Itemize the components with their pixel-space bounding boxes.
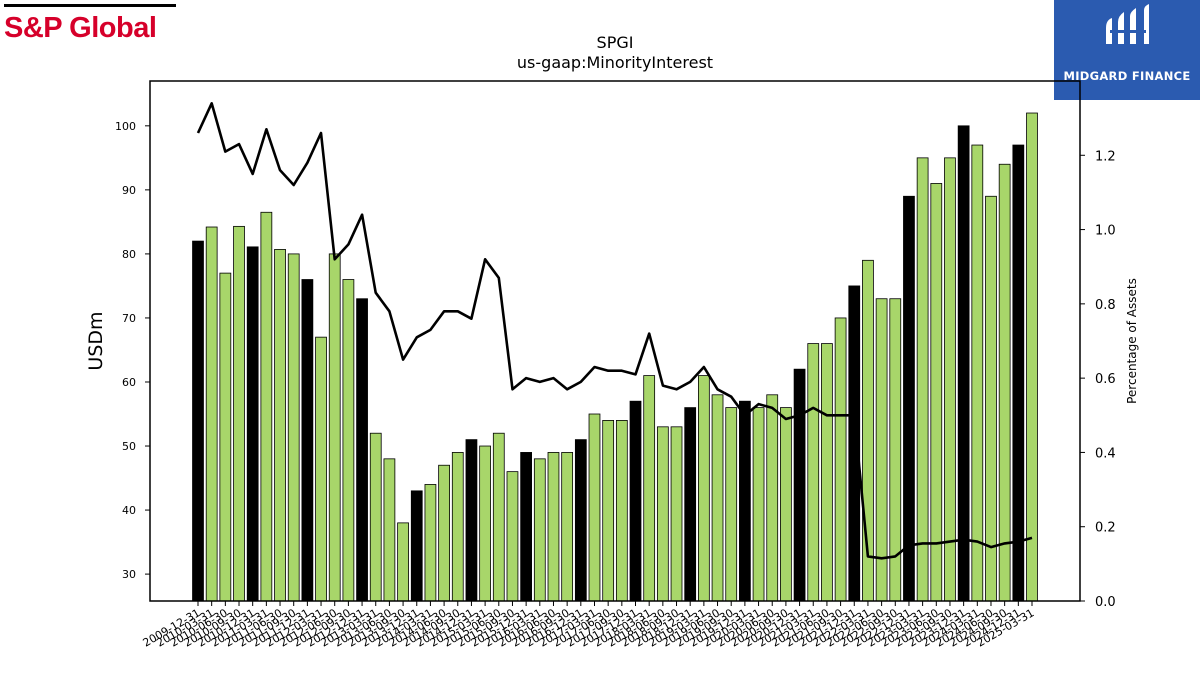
bar bbox=[438, 464, 450, 602]
bar bbox=[903, 195, 915, 602]
x-axis-ticks: 2009-12-312010-03-312010-06-302010-09-30… bbox=[141, 601, 1037, 650]
bar bbox=[274, 249, 286, 602]
bar bbox=[821, 343, 833, 602]
bar bbox=[875, 298, 888, 602]
right-axis-ticks: 0.0 0.2 0.4 0.6 0.8 1.0 1.2 bbox=[1080, 149, 1116, 610]
bar bbox=[602, 420, 615, 602]
bar bbox=[615, 420, 628, 602]
bar bbox=[574, 439, 587, 602]
sp-global-logo-text: S&P Global bbox=[4, 12, 157, 44]
bar-series bbox=[192, 112, 1038, 602]
y-tick-label: 50 bbox=[122, 440, 136, 453]
bar bbox=[834, 317, 847, 602]
y-tick-label: 60 bbox=[122, 376, 136, 389]
y2-tick-label: 0.8 bbox=[1095, 298, 1116, 313]
left-axis-ticks: 30 40 50 60 70 80 90 100 bbox=[115, 120, 150, 581]
bar bbox=[561, 452, 574, 602]
bar bbox=[533, 458, 546, 602]
bar bbox=[547, 452, 560, 602]
bar bbox=[479, 445, 491, 602]
bar bbox=[383, 458, 396, 602]
y-tick-label: 100 bbox=[115, 120, 136, 133]
midgard-emblem-icon bbox=[1106, 4, 1149, 44]
bar bbox=[1012, 144, 1025, 602]
bar bbox=[752, 407, 765, 602]
bar bbox=[1026, 112, 1038, 602]
y2-tick-label: 0.0 bbox=[1095, 595, 1116, 610]
bar bbox=[328, 253, 341, 602]
bar bbox=[369, 432, 382, 602]
bar bbox=[588, 413, 601, 602]
bar bbox=[246, 246, 259, 602]
line-path bbox=[196, 102, 1033, 560]
bar bbox=[930, 183, 943, 602]
bar bbox=[424, 484, 437, 602]
bar bbox=[315, 336, 327, 602]
bar bbox=[219, 272, 232, 602]
y2-tick-label: 0.2 bbox=[1095, 521, 1116, 536]
bar bbox=[766, 394, 779, 602]
chart-title: SPGI bbox=[597, 33, 634, 52]
bar bbox=[506, 471, 519, 602]
logo-rule bbox=[4, 4, 176, 7]
y2-tick-label: 0.6 bbox=[1095, 372, 1116, 387]
bar bbox=[192, 240, 204, 602]
bar bbox=[410, 490, 423, 602]
bar bbox=[451, 452, 464, 602]
y2-tick-label: 1.2 bbox=[1095, 149, 1116, 164]
bar bbox=[670, 426, 683, 602]
bar bbox=[944, 157, 956, 602]
bar bbox=[725, 407, 738, 602]
bar bbox=[711, 394, 724, 602]
bar bbox=[205, 226, 218, 602]
bar bbox=[301, 279, 314, 602]
bar bbox=[643, 375, 656, 602]
bar bbox=[287, 253, 300, 602]
y-tick-label: 40 bbox=[122, 504, 136, 517]
bar bbox=[793, 368, 806, 602]
bar bbox=[698, 375, 710, 602]
chart-subtitle: us-gaap:MinorityInterest bbox=[517, 53, 713, 72]
bar bbox=[985, 195, 997, 602]
bar bbox=[492, 432, 505, 602]
bar bbox=[260, 211, 273, 602]
y2-axis-label: Percentage of Assets bbox=[1125, 278, 1139, 404]
y-tick-label: 90 bbox=[122, 184, 136, 197]
sp-global-logo: S&P Global bbox=[4, 4, 176, 45]
bar bbox=[520, 452, 532, 602]
bar bbox=[684, 407, 697, 602]
bar bbox=[957, 125, 970, 602]
y2-tick-label: 0.4 bbox=[1095, 446, 1116, 461]
bar bbox=[629, 400, 642, 602]
y2-tick-label: 1.0 bbox=[1095, 224, 1116, 239]
bar bbox=[739, 400, 751, 602]
y-tick-label: 30 bbox=[122, 568, 136, 581]
bar bbox=[233, 225, 245, 602]
bar bbox=[971, 144, 984, 602]
y-axis-label: USDm bbox=[85, 311, 107, 370]
bar bbox=[998, 163, 1011, 602]
bar bbox=[656, 426, 669, 602]
percentage-line-series bbox=[196, 102, 1033, 560]
midgard-finance-logo: MIDGARD FINANCE bbox=[1054, 0, 1200, 100]
bar bbox=[342, 279, 355, 602]
bar bbox=[356, 298, 368, 602]
bar bbox=[807, 343, 820, 602]
bar bbox=[465, 439, 478, 602]
bar bbox=[780, 407, 792, 602]
y-tick-label: 70 bbox=[122, 312, 136, 325]
plot-frame bbox=[149, 80, 1081, 602]
bar bbox=[397, 522, 409, 602]
midgard-finance-logo-text: MIDGARD FINANCE bbox=[1063, 69, 1191, 83]
y-tick-label: 80 bbox=[122, 248, 136, 261]
bar bbox=[916, 157, 929, 602]
